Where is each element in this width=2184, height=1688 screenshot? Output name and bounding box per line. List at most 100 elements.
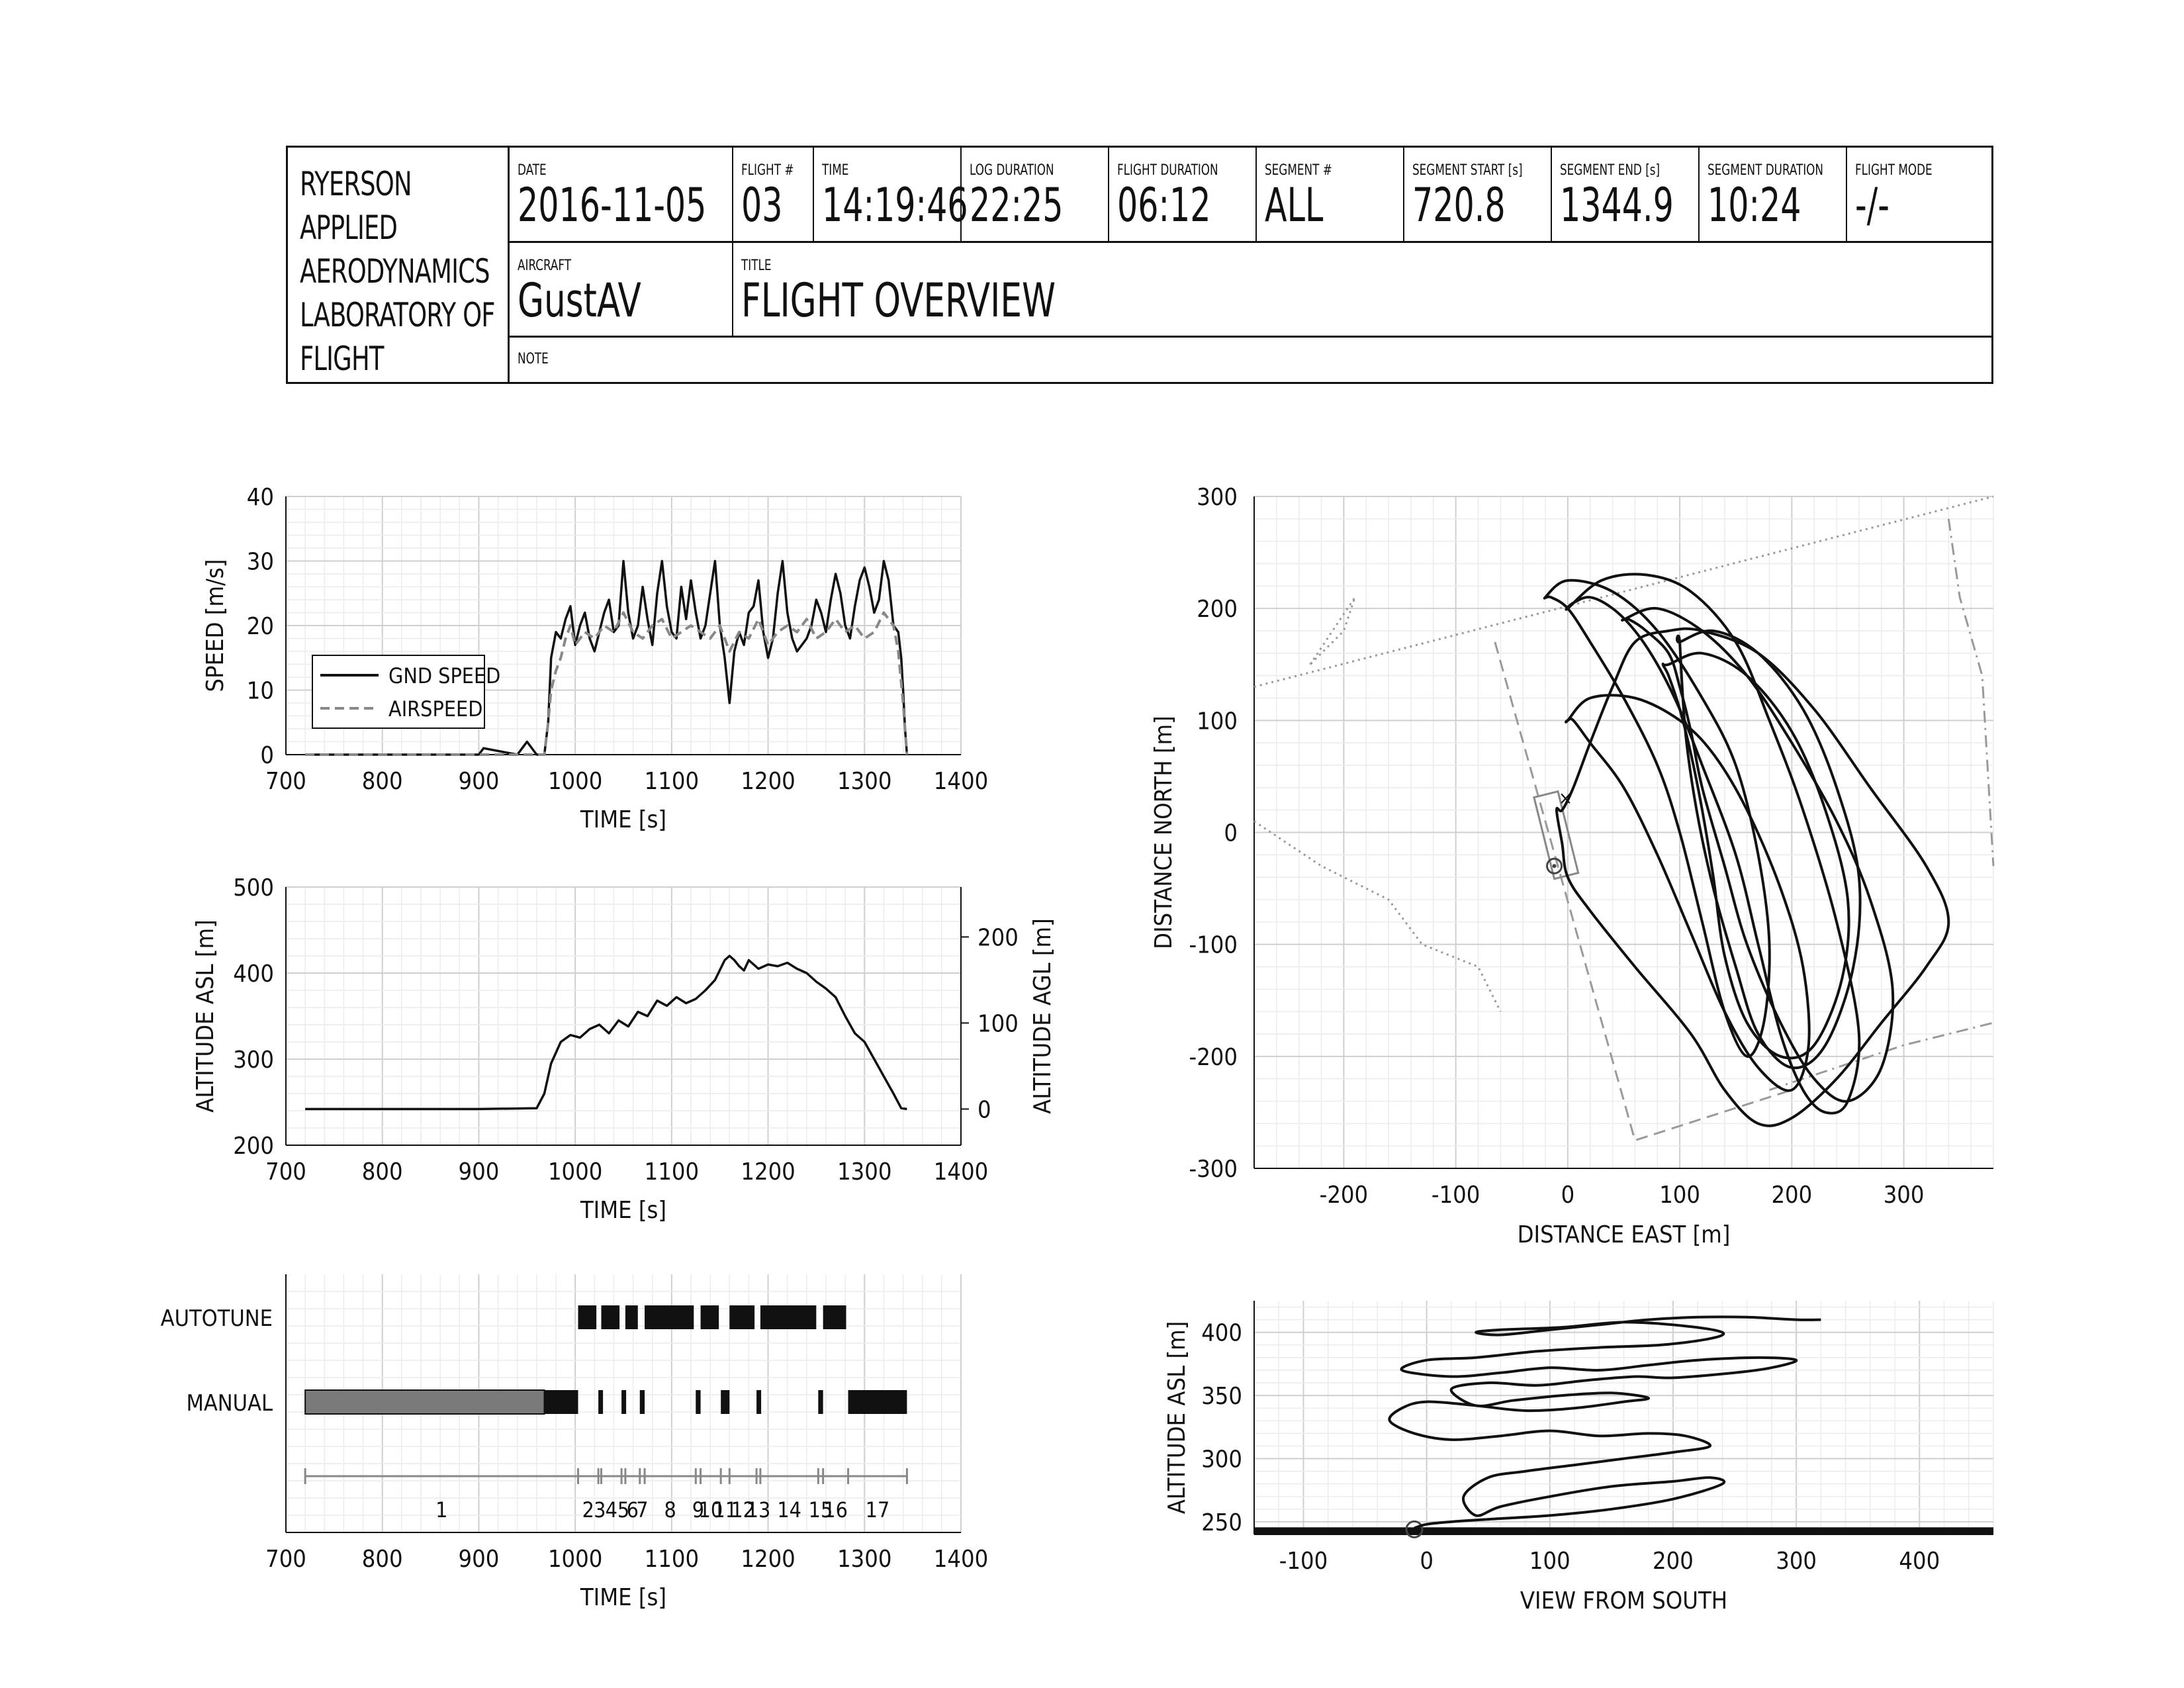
manual-bar — [544, 1390, 578, 1414]
x-tick-label: 0 — [1420, 1548, 1433, 1575]
header-block: RYERSON APPLIED AERODYNAMICS LABORATORY … — [286, 146, 1993, 384]
field-flight-mode: FLIGHT MODE -/- — [1847, 148, 1991, 243]
x-tick-label: 900 — [459, 1158, 500, 1186]
x-tick-label: 1200 — [741, 768, 795, 795]
x-tick-label: 200 — [1771, 1182, 1812, 1209]
segment-label: 10 — [699, 1497, 723, 1523]
y-tick-label: 10 — [247, 678, 274, 705]
field-segment-duration: SEGMENT DURATION 10:24 — [1700, 148, 1847, 243]
y-tick-label: 400 — [1201, 1320, 1242, 1347]
x-tick-label: 900 — [459, 768, 500, 795]
segment-label: 8 — [664, 1497, 676, 1523]
manual-inactive-bar — [304, 1389, 545, 1415]
y-tick-label: -300 — [1189, 1156, 1238, 1183]
segment-label: 17 — [866, 1497, 890, 1523]
manual-bar — [621, 1390, 627, 1414]
manual-bar — [639, 1390, 645, 1414]
segment-label: 16 — [823, 1497, 848, 1523]
home-marker — [1546, 857, 1563, 874]
x-tick-label: 800 — [362, 768, 403, 795]
y-tick-label: 0 — [1224, 820, 1238, 847]
segment-label: 11 — [713, 1497, 737, 1523]
flight-track-loop — [1565, 694, 1811, 1092]
shoreline-line — [1253, 820, 1502, 1012]
field-segment-number: SEGMENT # ALL — [1257, 148, 1404, 243]
x-tick-label: -100 — [1279, 1548, 1328, 1575]
segment-label: 2 — [582, 1497, 594, 1523]
x-tick-label: 1300 — [837, 1158, 891, 1186]
manual-bar — [756, 1390, 762, 1414]
flight-track-loop — [1621, 606, 1895, 1103]
y-tick-label: 40 — [247, 484, 274, 511]
x-tick-label: 300 — [1884, 1182, 1925, 1209]
manual-bar — [696, 1390, 701, 1414]
legend-label: GND SPEED — [388, 663, 500, 688]
autotune-bar — [645, 1305, 694, 1329]
mode-row-label: MANUAL — [186, 1390, 273, 1417]
autotune-bar — [601, 1305, 620, 1329]
y2-tick-label: 0 — [978, 1096, 991, 1123]
x-tick-label: 800 — [362, 1158, 403, 1186]
lab-name-line: APPLIED — [300, 209, 398, 247]
flight-track-loop — [1676, 629, 1862, 1070]
field-note: NOTE — [518, 351, 549, 367]
segment-label: 6 — [627, 1497, 639, 1523]
x-tick-label: 1300 — [837, 1546, 891, 1573]
x-tick-label: 1400 — [934, 768, 988, 795]
y-tick-label: 30 — [247, 549, 274, 576]
x-tick-label: 700 — [265, 1546, 306, 1573]
x-tick-label: 800 — [362, 1546, 403, 1573]
x-tick-label: -200 — [1320, 1182, 1369, 1209]
segment-label: 9 — [692, 1497, 704, 1523]
x-tick-label: 900 — [459, 1546, 500, 1573]
x-tick-label: 1000 — [548, 1158, 602, 1186]
x-tick-label: 0 — [1561, 1182, 1575, 1209]
segment-label: 1 — [435, 1497, 447, 1523]
autotune-bar — [700, 1305, 719, 1329]
lab-name-line: LABORATORY OF — [300, 296, 496, 334]
autotune-bar — [729, 1305, 755, 1329]
segment-label: 3 — [594, 1497, 606, 1523]
y-tick-label: 200 — [1197, 596, 1238, 623]
lab-name-line: AERODYNAMICS — [300, 252, 490, 291]
field-segment-end: SEGMENT END [s] 1344.9 — [1552, 148, 1700, 243]
flight-track-loop — [1565, 573, 1861, 1115]
y-axis-label: SPEED [m/s] — [202, 559, 229, 692]
segment-label: 7 — [636, 1497, 648, 1523]
x-tick-label: 700 — [265, 768, 306, 795]
home-marker-center — [1552, 864, 1557, 868]
field-flight-number: FLIGHT # 03 — [733, 148, 814, 243]
x-tick-label: 1400 — [934, 1546, 988, 1573]
field-time: TIME 14:19:46 — [814, 148, 968, 243]
segment-label: 15 — [809, 1497, 833, 1523]
y2-tick-label: 200 — [978, 924, 1019, 951]
legend-box — [312, 655, 485, 729]
x-tick-label: 1100 — [645, 768, 699, 795]
autotune-bar — [578, 1305, 597, 1329]
y-tick-label: 300 — [1197, 484, 1238, 511]
manual-bar — [721, 1390, 730, 1414]
x-tick-label: 100 — [1529, 1548, 1570, 1575]
y-axis-label: ALTITUDE ASL [m] — [1163, 1321, 1191, 1515]
manual-bar — [818, 1390, 823, 1414]
x-tick-label: 100 — [1659, 1182, 1700, 1209]
side-view-track-line — [1388, 1315, 1821, 1530]
y-tick-label: 0 — [260, 742, 274, 769]
home-marker — [1405, 1520, 1424, 1538]
y-axis-label: DISTANCE NORTH [m] — [1150, 716, 1177, 949]
altitude-series-line — [305, 955, 907, 1111]
x-tick-label: 1000 — [548, 1546, 602, 1573]
x-axis-label: DISTANCE EAST [m] — [1518, 1221, 1731, 1248]
field-segment-start: SEGMENT START [s] 720.8 — [1404, 148, 1552, 243]
y-tick-label: 500 — [233, 874, 274, 902]
field-aircraft: AIRCRAFT GustAV — [510, 243, 733, 338]
field-date: DATE 2016-11-05 — [510, 148, 733, 243]
x-tick-label: 300 — [1776, 1548, 1817, 1575]
y-tick-label: -100 — [1189, 932, 1238, 959]
ground-level-band — [1254, 1527, 1993, 1534]
x-tick-label: 1400 — [934, 1158, 988, 1186]
field-log-duration: LOG DURATION 22:25 — [962, 148, 1109, 243]
lab-name-line: RYERSON — [300, 165, 412, 203]
x-tick-label: -100 — [1432, 1182, 1480, 1209]
